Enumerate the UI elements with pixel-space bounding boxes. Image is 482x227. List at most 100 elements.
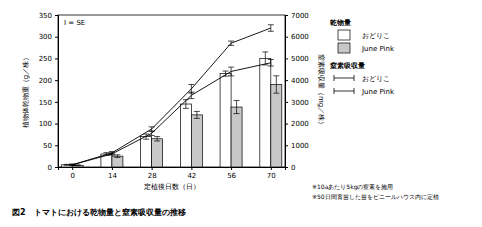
tick-label: 14 xyxy=(108,172,117,180)
tick-label: 250 xyxy=(39,55,52,63)
legend-label: おどりこ xyxy=(362,32,390,40)
bar xyxy=(180,104,191,167)
tick: 56 xyxy=(227,167,236,180)
tick-mark xyxy=(55,80,58,81)
bar xyxy=(271,84,282,167)
error-bar xyxy=(234,101,240,114)
tick-mark xyxy=(55,58,58,59)
tick-label: 0 xyxy=(48,164,52,172)
tick: 250 xyxy=(39,55,58,63)
tick: 4000 xyxy=(285,77,309,85)
tick-label: 2000 xyxy=(291,120,309,128)
error-bar xyxy=(228,67,234,76)
error-bar xyxy=(154,137,160,141)
axis-line xyxy=(55,16,59,168)
tick-label: 0 xyxy=(291,164,295,172)
tick: 42 xyxy=(187,167,196,180)
legend-title: 乾物量 xyxy=(330,19,351,27)
axis-line xyxy=(59,168,286,171)
y-axis: 0 50 100 150 200 250 300 350 xyxy=(39,12,59,172)
bar xyxy=(152,139,163,167)
tick-mark xyxy=(285,145,288,146)
tick-label: 6000 xyxy=(291,33,309,41)
chart: 0 14 28 42 56 70 0 50 100 150 200 250 300 350 0 1000 200… xyxy=(0,0,482,227)
x-axis: 0 14 28 42 56 70 xyxy=(59,167,286,180)
tick: 0 xyxy=(70,167,74,180)
error-bar xyxy=(188,92,194,99)
note: ※10aあたり5kgの窒素を施用 xyxy=(312,183,393,191)
tick: 6000 xyxy=(285,33,309,41)
tick-label: 50 xyxy=(43,142,52,150)
tick-label: 100 xyxy=(39,120,52,128)
tick-label: 1000 xyxy=(291,142,309,150)
note: ※50日間育苗した苗をビニールハウス内に定植 xyxy=(312,193,439,200)
tick: 70 xyxy=(267,167,276,180)
tick-label: 3000 xyxy=(291,99,309,107)
tick: 100 xyxy=(39,120,58,128)
bar xyxy=(191,115,202,167)
error-bar xyxy=(69,164,75,165)
tick-mark xyxy=(231,167,232,170)
bar xyxy=(231,107,242,167)
error-bar xyxy=(114,155,120,158)
tick-label: 150 xyxy=(39,99,52,107)
line xyxy=(72,28,271,165)
error-bar xyxy=(64,164,70,166)
tick: 300 xyxy=(39,33,58,41)
tick-mark xyxy=(285,37,288,38)
error-bar xyxy=(75,164,81,166)
tick: 1000 xyxy=(285,142,309,150)
legend: 乾物量おどりこJune Pink窒素吸収量おどりこJune Pink xyxy=(330,19,395,96)
tick: 2000 xyxy=(285,120,309,128)
tick: 14 xyxy=(108,167,117,180)
error-bar xyxy=(69,164,75,165)
plot-frame xyxy=(58,15,285,167)
x-axis-title: 定植後日数（日） xyxy=(144,183,200,191)
tick-label: 70 xyxy=(267,172,276,180)
tick: 3000 xyxy=(285,99,309,107)
error-bar xyxy=(149,127,155,131)
error-bar xyxy=(262,52,268,65)
tick-mark xyxy=(285,167,288,168)
tick: 0 xyxy=(285,164,295,172)
legend-swatch xyxy=(338,43,350,53)
error-bar xyxy=(109,152,115,155)
y-axis-title: 植物体乾物重（g／株） xyxy=(22,54,30,128)
tick: 350 xyxy=(39,12,58,20)
legend-label: おどりこ xyxy=(362,75,390,83)
tick-mark xyxy=(285,102,288,103)
tick-label: 5000 xyxy=(291,55,309,63)
line xyxy=(72,63,271,165)
tick-mark xyxy=(55,15,58,16)
error-note: I = SE xyxy=(64,19,85,27)
tick-mark xyxy=(55,145,58,146)
plot-area: 0 14 28 42 56 70 0 50 100 150 200 250 300 350 0 1000 200… xyxy=(39,12,309,180)
tick: 150 xyxy=(39,99,58,107)
legend-label: June Pink xyxy=(361,88,395,96)
error-bar xyxy=(273,76,279,93)
legend-title: 窒素吸収量 xyxy=(330,61,365,70)
tick-mark xyxy=(152,167,153,170)
tick: 0 xyxy=(48,164,58,172)
error-bar xyxy=(268,60,274,67)
error-bar xyxy=(194,111,200,118)
tick: 28 xyxy=(148,167,157,180)
tick-label: 350 xyxy=(39,12,52,20)
title: 図2 トマトにおける乾物量と窒素吸収量の推移 xyxy=(12,207,186,217)
tick-label: 42 xyxy=(187,172,196,180)
tick: 50 xyxy=(43,142,58,150)
bar xyxy=(220,74,231,167)
tick-mark xyxy=(55,124,58,125)
tick-mark xyxy=(285,15,288,16)
tick: 200 xyxy=(39,77,58,85)
error-bar xyxy=(228,41,234,45)
tick-mark xyxy=(191,167,192,170)
tick-mark xyxy=(285,80,288,81)
tick: 5000 xyxy=(285,55,309,63)
tick: 7000 xyxy=(285,12,309,20)
tick-label: 300 xyxy=(39,33,52,41)
error-bar xyxy=(149,131,155,135)
tick-label: 4000 xyxy=(291,77,309,85)
error-bar xyxy=(268,25,274,32)
bar xyxy=(141,137,152,167)
